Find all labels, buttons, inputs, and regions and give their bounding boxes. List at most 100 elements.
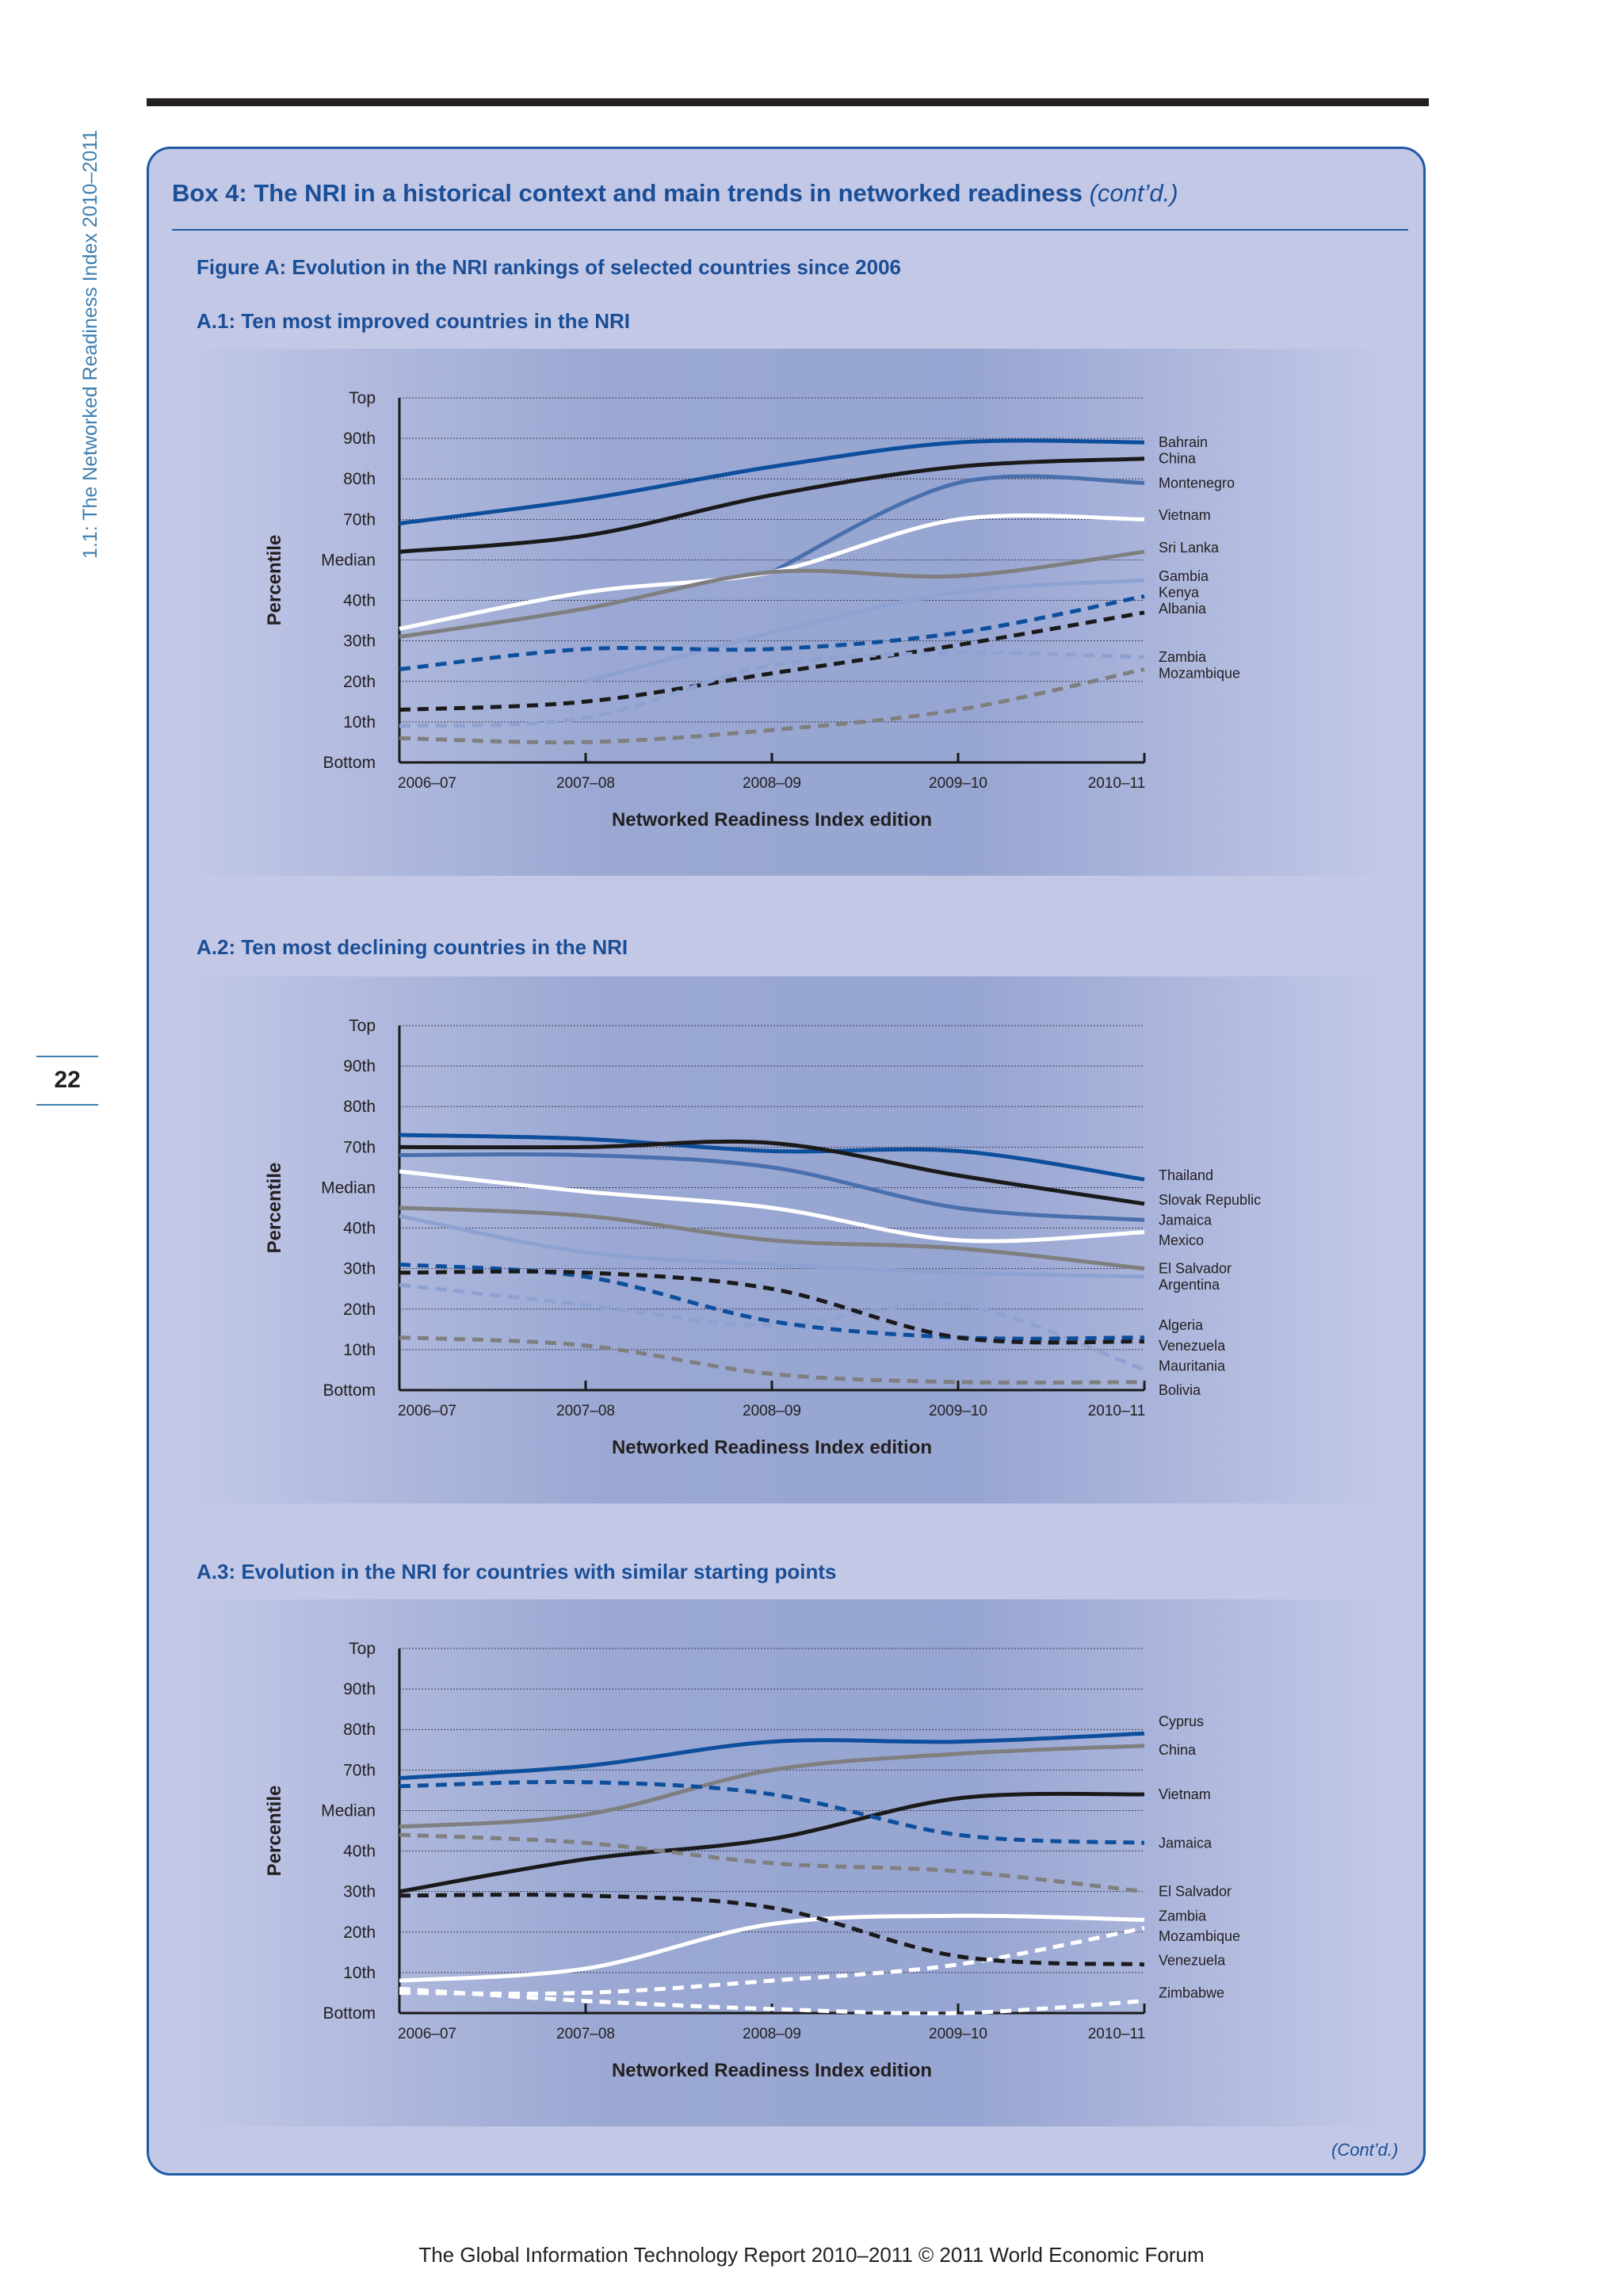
series-line-gambia (585, 578, 1145, 684)
series-line-china (399, 1744, 1145, 1829)
series-line-venezuela (399, 1263, 1145, 1341)
y-tick-label: 90th (343, 430, 376, 448)
series-line-mozambique (399, 1926, 1145, 1996)
y-tick-label: Bottom (323, 754, 376, 772)
y-tick-label: 30th (343, 1260, 376, 1278)
y-tick-label: 20th (343, 1924, 376, 1942)
series-label-kenya: Kenya (1159, 584, 1200, 600)
series-label-albania: Albania (1159, 601, 1207, 617)
y-tick-label: 80th (343, 1721, 376, 1739)
x-tick-label: 2007–08 (556, 775, 615, 792)
series-line-el-salvador (399, 1205, 1145, 1271)
series-label-bolivia: Bolivia (1159, 1382, 1201, 1398)
y-tick-label: 20th (343, 673, 376, 691)
series-label-mexico: Mexico (1159, 1232, 1204, 1248)
y-tick-label: Bottom (323, 2004, 376, 2023)
x-axis-title: Networked Readiness Index edition (612, 2060, 932, 2081)
x-tick-label: 2009–10 (929, 1403, 987, 1419)
y-tick-label: 40th (343, 592, 376, 610)
series-label-china: China (1159, 451, 1197, 467)
y-tick-label: Median (321, 551, 376, 569)
series-line-zimbabwe (399, 1986, 1145, 2015)
series-label-zambia: Zambia (1159, 649, 1207, 665)
y-tick-label: 10th (343, 1964, 376, 1982)
series-line-vietnam (399, 1791, 1145, 1894)
series-label-bahrain: Bahrain (1159, 434, 1208, 450)
y-axis-title: Percentile (264, 535, 285, 626)
y-tick-label: 70th (343, 1138, 376, 1156)
x-axis-title: Networked Readiness Index edition (612, 809, 932, 831)
series-label-vietnam: Vietnam (1159, 1786, 1211, 1802)
x-tick-label: 2006–07 (398, 1403, 456, 1419)
x-tick-label: 2006–07 (398, 775, 456, 792)
y-tick-label: 40th (343, 1220, 376, 1238)
y-tick-label: Bottom (323, 1381, 376, 1400)
series-line-argentina (399, 1213, 1145, 1279)
chart-a3-title: A.3: Evolution in the NRI for countries … (197, 1560, 837, 1584)
series-line-zambia (399, 651, 1145, 728)
page-number: 22 (54, 1067, 81, 1093)
y-tick-label: 70th (343, 510, 376, 529)
x-tick-label: 2006–07 (398, 2026, 456, 2042)
x-tick-label: 2007–08 (556, 1403, 615, 1419)
x-tick-label: 2010–11 (1088, 775, 1146, 792)
box-title: Box 4: The NRI in a historical context a… (172, 179, 1178, 208)
series-line-thailand (399, 1133, 1145, 1182)
y-tick-label: Top (349, 1640, 376, 1658)
page-number-rule-bottom (36, 1104, 98, 1106)
series-label-gambia: Gambia (1159, 568, 1209, 584)
top-rule (147, 98, 1429, 106)
series-line-bahrain (399, 438, 1145, 525)
series-label-slovak-republic: Slovak Republic (1159, 1192, 1261, 1208)
x-tick-label: 2008–09 (743, 2026, 801, 2042)
x-tick-label: 2007–08 (556, 2026, 615, 2042)
y-tick-label: 80th (343, 1098, 376, 1116)
series-label-vietnam: Vietnam (1159, 507, 1211, 523)
chart-a1-title: A.1: Ten most improved countries in the … (197, 309, 631, 333)
chart-a1: Bottom 10th 20th 30th 40th Median 70th 80th 90th… (264, 389, 1240, 831)
series-label-algeria: Algeria (1159, 1317, 1204, 1333)
series-label-cyprus: Cyprus (1159, 1713, 1204, 1729)
x-tick-label: 2009–10 (929, 2026, 987, 2042)
x-tick-label: 2010–11 (1088, 1403, 1146, 1419)
figure-title: Figure A: Evolution in the NRI rankings … (197, 255, 902, 279)
series-line-zambia (399, 1913, 1145, 1983)
chart-a2-title: A.2: Ten most declining countries in the… (197, 935, 628, 959)
series-label-mozambique: Mozambique (1159, 666, 1240, 682)
series-line-montenegro (770, 474, 1145, 575)
series-label-venezuela: Venezuela (1159, 1338, 1226, 1354)
series-line-slovak-republic (399, 1139, 1145, 1206)
chart-a3-panel: Bottom 10th 20th 30th 40th Median 70th 80th 90th… (184, 1599, 1388, 2126)
side-header: 1.1: The Networked Readiness Index 2010–… (79, 129, 101, 559)
series-line-mexico (399, 1169, 1145, 1244)
series-label-venezuela: Venezuela (1159, 1953, 1226, 1969)
y-tick-label: 70th (343, 1761, 376, 1779)
series-label-montenegro: Montenegro (1159, 475, 1235, 491)
chart-a1-panel: Bottom 10th 20th 30th 40th Median 70th 80th 90th… (184, 349, 1388, 876)
x-tick-label: 2010–11 (1088, 2026, 1146, 2042)
series-line-algeria (399, 1282, 1145, 1372)
box-title-suffix: (cont’d.) (1089, 179, 1178, 207)
y-tick-label: 80th (343, 470, 376, 488)
series-label-thailand: Thailand (1159, 1167, 1213, 1183)
series-label-zambia: Zambia (1159, 1908, 1207, 1924)
series-line-china (399, 457, 1145, 554)
series-label-mozambique: Mozambique (1159, 1928, 1240, 1944)
series-line-albania (399, 610, 1145, 712)
series-line-sri-lanka (399, 549, 1145, 640)
y-tick-label: 30th (343, 1883, 376, 1901)
x-tick-label: 2008–09 (743, 775, 801, 792)
series-line-jamaica (399, 1152, 1145, 1222)
y-tick-label: Median (321, 1179, 376, 1197)
y-tick-label: 90th (343, 1680, 376, 1698)
series-line-mauritania (399, 1269, 1145, 1345)
series-line-jamaica (399, 1779, 1145, 1845)
page-number-rule-top (36, 1056, 98, 1057)
series-label-jamaica: Jamaica (1159, 1212, 1212, 1228)
x-tick-label: 2008–09 (743, 1403, 801, 1419)
y-tick-label: 40th (343, 1843, 376, 1861)
y-tick-label: 20th (343, 1301, 376, 1319)
box-title-main: Box 4: The NRI in a historical context a… (172, 179, 1083, 207)
series-line-mozambique (399, 667, 1145, 745)
box-title-rule (172, 229, 1408, 231)
